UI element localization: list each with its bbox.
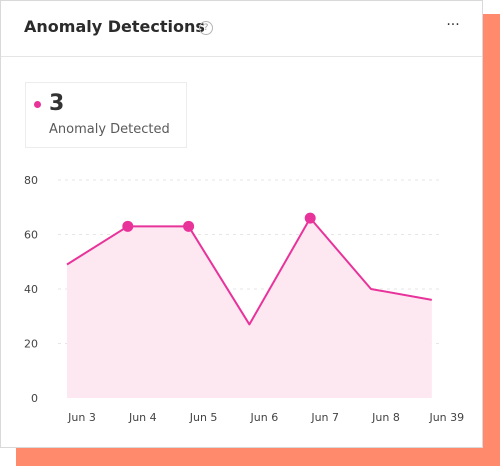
anomaly-dot-icon xyxy=(34,101,41,108)
anomaly-point xyxy=(304,212,316,224)
x-tick-label: Jun 6 xyxy=(250,411,279,424)
y-tick-label: 40 xyxy=(24,283,38,296)
y-tick-label: 20 xyxy=(24,338,38,351)
anomaly-summary-box: 3 Anomaly Detected xyxy=(25,82,187,148)
x-tick-label: Jun 39 xyxy=(428,411,464,424)
x-tick-label: Jun 4 xyxy=(128,411,157,424)
anomaly-chart: 0 20 40 60 80 Jun 3 Jun 4 Jun 5 Jun 6 Jun 7 Jun 8 J… xyxy=(24,174,464,424)
more-options-icon[interactable]: ··· xyxy=(446,17,460,33)
anomaly-count-label: Anomaly Detected xyxy=(49,122,170,137)
y-tick-label: 80 xyxy=(24,174,38,187)
anomaly-count: 3 xyxy=(49,91,65,116)
x-tick-label: Jun 7 xyxy=(310,411,339,424)
y-tick-label: 0 xyxy=(31,392,38,405)
area-fill xyxy=(67,218,432,398)
y-tick-label: 60 xyxy=(24,229,38,242)
x-tick-label: Jun 8 xyxy=(371,411,400,424)
anomaly-point xyxy=(183,220,195,232)
anomaly-point xyxy=(122,220,134,232)
x-tick-label: Jun 5 xyxy=(189,411,218,424)
x-tick-label: Jun 3 xyxy=(67,411,96,424)
card-header: Anomaly Detections ? ··· xyxy=(1,1,482,57)
card-title: Anomaly Detections xyxy=(24,17,205,36)
help-icon[interactable]: ? xyxy=(199,21,213,35)
